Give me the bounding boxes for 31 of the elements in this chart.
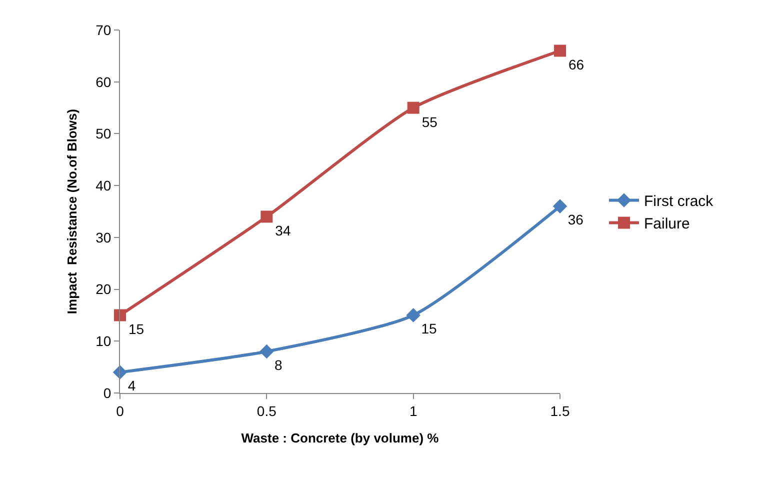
point	[114, 309, 126, 322]
data-label: 15	[128, 321, 144, 338]
data-label: 34	[275, 222, 291, 239]
y-tick-label: 0	[103, 384, 112, 401]
x-tick-label: 0.5	[256, 402, 277, 419]
y-axis-title: Impact Resistance (No.of Blows)	[64, 108, 80, 314]
y-tick-label: 10	[96, 333, 112, 350]
point	[260, 344, 274, 359]
data-label: 66	[568, 56, 584, 73]
legend-label: Failure	[644, 216, 690, 233]
data-label: 55	[422, 114, 438, 130]
point	[406, 308, 420, 322]
y-tick-label: 70	[96, 22, 112, 38]
point	[552, 199, 568, 214]
data-label: 15	[421, 320, 437, 337]
point	[260, 210, 273, 223]
x-tick-label: 1	[409, 402, 418, 419]
x-tick-label: 0	[116, 402, 124, 419]
data-label: 36	[568, 212, 584, 228]
y-tick-label: 30	[96, 229, 112, 246]
x-tick-label: 1.5	[550, 402, 570, 419]
y-tick-label: 60	[96, 74, 112, 90]
point	[407, 102, 420, 114]
data-label: 4	[128, 378, 136, 394]
y-tick-label: 40	[96, 177, 112, 194]
y-tick-label: 20	[96, 281, 112, 298]
legend-label: First crack	[644, 193, 714, 210]
y-tick-label: 50	[96, 126, 112, 142]
data-label: 8	[274, 356, 283, 373]
x-axis-title: Waste : Concrete (by volume) %	[241, 430, 440, 446]
point	[554, 44, 566, 57]
